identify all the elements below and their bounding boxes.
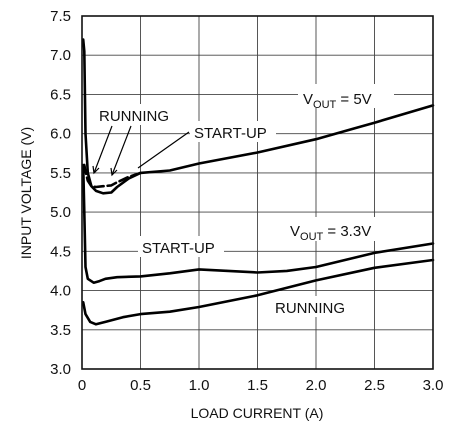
y-tick-label: 7.5	[50, 8, 71, 25]
x-tick-label: 2.0	[306, 377, 327, 394]
y-tick-label: 7.0	[50, 47, 71, 64]
vout-5v-label: VOUT = 5V	[303, 91, 372, 111]
series-line-3	[81, 163, 435, 284]
curves	[81, 38, 435, 326]
y-tick-label: 3.0	[50, 361, 71, 378]
y-tick-labels: 3.0 3.5 4.0 4.5 5.0 5.5 6.0 6.5 7.0 7.5	[50, 8, 71, 378]
x-tick-labels: 0 0.5 1.0 1.5 2.0 2.5 3.0	[78, 377, 444, 394]
y-tick-label: 5.5	[50, 165, 71, 182]
running-leader-dashed	[111, 125, 132, 176]
vout-33v-label: VOUT = 3.3V	[290, 223, 371, 243]
vout-5v-sub: OUT	[313, 99, 337, 111]
vout-33v-label-bg	[284, 217, 396, 241]
x-tick-label: 0.5	[130, 377, 151, 394]
vout-5v-label-bg	[298, 84, 394, 108]
y-tick-label: 4.0	[50, 283, 71, 300]
startup-bottom-label: START-UP	[142, 240, 215, 257]
vout-33v-v: V	[290, 223, 300, 240]
running-top-label-bg	[94, 104, 174, 125]
vout-33v-rest: = 3.3V	[323, 223, 371, 240]
vout-5v-rest: = 5V	[336, 91, 371, 108]
y-tick-label: 5.0	[50, 204, 71, 221]
series-line-1	[81, 38, 435, 195]
running-leader-solid-arrow	[92, 165, 100, 175]
running-leader-dashed-arrow	[110, 167, 118, 177]
running-bottom-label-bg	[270, 296, 354, 317]
x-tick-label: 0	[78, 377, 86, 394]
y-tick-label: 3.5	[50, 322, 71, 339]
y-tick-label: 6.5	[50, 86, 71, 103]
series-line-2	[83, 163, 142, 189]
x-tick-label: 3.0	[423, 377, 444, 394]
running-top-label: RUNNING	[99, 108, 169, 125]
y-tick-label: 6.0	[50, 126, 71, 143]
startup-bottom-label-bg	[138, 236, 224, 257]
x-tick-label: 1.0	[189, 377, 210, 394]
plot-frame	[81, 15, 434, 370]
series-line-4	[81, 258, 435, 326]
vout-5v-v: V	[303, 91, 313, 108]
x-tick-label: 1.5	[247, 377, 268, 394]
x-tick-label: 2.5	[364, 377, 385, 394]
y-axis-title: INPUT VOLTAGE (V)	[18, 127, 34, 259]
running-bottom-label: RUNNING	[275, 300, 345, 317]
vout-33v-sub: OUT	[300, 231, 324, 243]
y-tick-label: 4.5	[50, 243, 71, 260]
startup-top-label: START-UP	[194, 125, 267, 142]
startup-top-leader	[137, 131, 190, 169]
x-axis-title: LOAD CURRENT (A)	[191, 405, 324, 421]
running-leader-solid	[93, 125, 113, 174]
startup-top-label-bg	[190, 121, 276, 142]
